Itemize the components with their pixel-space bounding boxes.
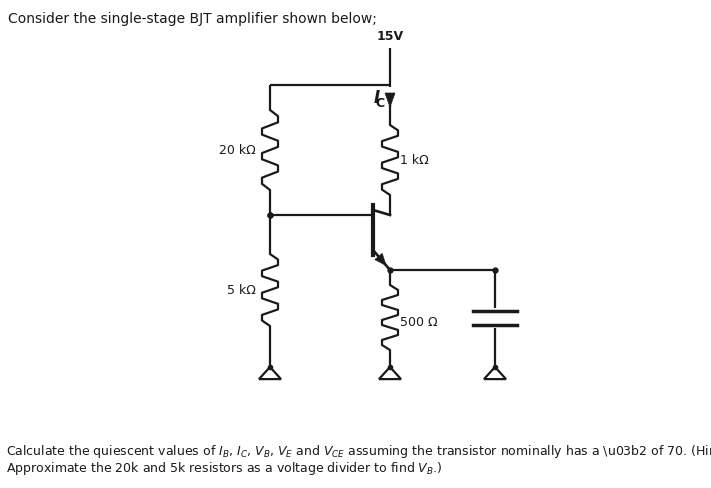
- Text: Approximate the 20k and 5k resistors as a voltage divider to find $V_B$.): Approximate the 20k and 5k resistors as …: [6, 460, 443, 477]
- Polygon shape: [375, 253, 386, 265]
- Text: Calculate the quiescent values of $I_B$, $I_C$, $V_B$, $V_E$ and $V_{CE}$ assumi: Calculate the quiescent values of $I_B$,…: [6, 443, 711, 460]
- Text: 1 kΩ: 1 kΩ: [400, 154, 429, 166]
- Text: Consider the single-stage BJT amplifier shown below;: Consider the single-stage BJT amplifier …: [8, 12, 377, 26]
- Text: I: I: [374, 89, 380, 107]
- Text: 15V: 15V: [376, 30, 404, 43]
- Polygon shape: [385, 93, 395, 107]
- Text: C: C: [375, 97, 384, 110]
- Text: 5 kΩ: 5 kΩ: [227, 284, 256, 297]
- Text: 20 kΩ: 20 kΩ: [219, 143, 256, 157]
- Text: 500 Ω: 500 Ω: [400, 316, 438, 329]
